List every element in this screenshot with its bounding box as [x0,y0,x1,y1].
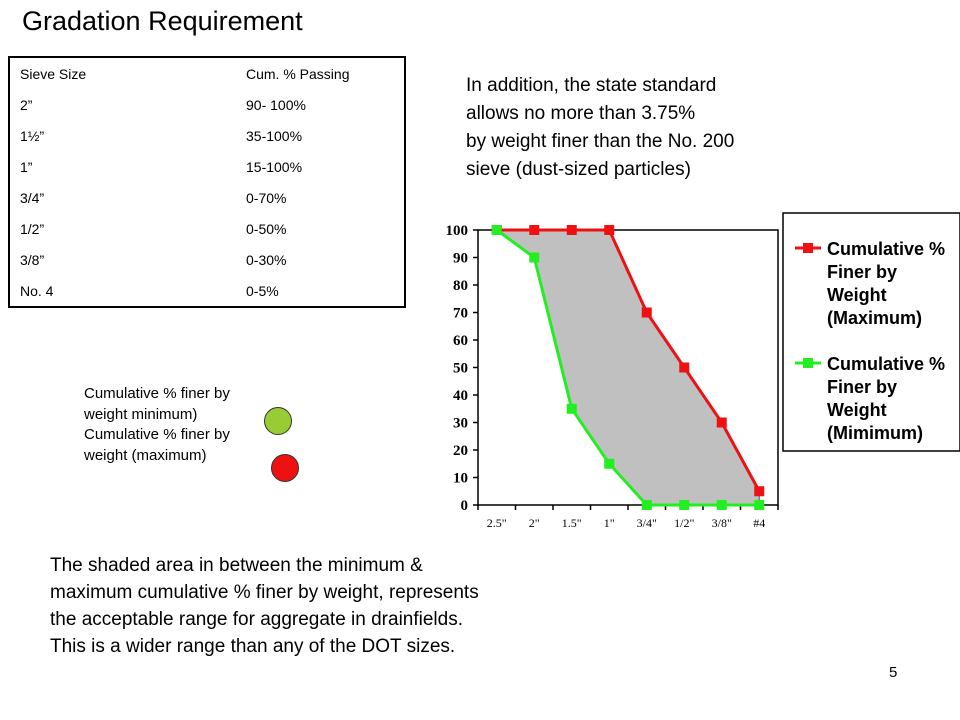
maximum-data-point [529,225,540,235]
cum-passing-cell: Cum. % Passing [246,65,350,82]
legend-minimum-label: Weight [827,400,887,420]
minimum-data-point [641,500,652,510]
sieve-size-cell: 1½” [20,127,45,144]
sieve-size-cell: No. 4 [20,282,54,299]
maximum-data-point [754,486,765,497]
cum-passing-cell: 0-50% [246,220,287,237]
explanation-text: The shaded area in between the minimum &… [50,552,630,660]
y-tick-label: 0 [461,498,469,514]
sieve-size-cell: 2” [20,96,33,113]
minimum-data-point [679,500,690,510]
page-title: Gradation Requirement [22,6,303,36]
legend-maximum-swatch-marker [803,243,813,253]
color-key-line: weight (maximum) [84,446,207,464]
color-key-line: Cumulative % finer by [84,426,230,443]
y-tick-label: 50 [453,361,468,377]
x-tick-label: 1.5" [562,516,582,530]
cum-passing-cell: 0-5% [246,282,279,299]
sieve-size-cell: 3/4” [20,189,45,206]
table-row: No. 4 0-5% [9,275,405,307]
note-line: allows no more than 3.75% [466,103,696,124]
color-key-line: Cumulative % finer by [84,385,230,402]
note-line: In addition, the state standard [466,75,717,96]
note-line: sieve (dust-sized particles) [466,159,691,180]
minimum-data-point [566,403,577,414]
table-row: 1/2” 0-50% [9,213,405,244]
minimum-data-point [716,500,727,510]
table-row: 3/8” 0-30% [9,244,405,275]
maximum-data-point [641,307,652,318]
sieve-size-cell: Sieve Size [20,65,87,82]
sieve-size-cell: 1” [20,158,33,175]
minimum-data-point [529,252,540,263]
y-tick-label: 20 [453,443,468,459]
color-key: Cumulative % finer by weight minimum) Cu… [84,384,314,466]
x-tick-label: 1/2" [674,516,694,530]
y-tick-label: 40 [453,388,468,404]
maximum-data-point [604,225,615,235]
sieve-size-cell: 3/8” [20,251,45,268]
x-tick-label: 2.5" [487,516,507,530]
color-key-line: weight minimum) [84,405,198,423]
legend-maximum-label: (Maximum) [827,308,922,328]
minimum-data-point [754,500,765,510]
page-number: 5 [889,664,898,681]
cum-passing-cell: 90- 100% [246,96,306,113]
y-tick-label: 10 [453,471,468,487]
sieve-size-cell: 1/2” [20,220,45,237]
cum-passing-cell: 0-30% [246,251,287,268]
table-row: 3/4” 0-70% [9,182,405,213]
legend-minimum-label: Cumulative % [827,354,945,374]
maximum-data-point [716,417,727,428]
minimum-color-dot [264,407,292,435]
table-header-row: Sieve Size Cum. % Passing [9,57,405,89]
x-tick-label: #4 [753,516,765,530]
table-row: 1” 15-100% [9,151,405,182]
explanation-line: The shaded area in between the minimum & [50,555,423,576]
minimum-series-line [495,228,760,507]
legend-minimum-label: (Mimimum) [827,423,923,443]
cum-passing-cell: 35-100% [246,127,303,144]
x-tick-label: 3/4" [637,516,657,530]
explanation-line: maximum cumulative % finer by weight, re… [50,582,479,603]
explanation-line: the acceptable range for aggregate in dr… [50,609,463,630]
legend-maximum-label: Weight [827,285,887,305]
x-tick-label: 1" [604,516,615,530]
legend-minimum-swatch-marker [803,358,813,368]
cum-passing-cell: 0-70% [246,189,287,206]
legend-maximum-label: Finer by [827,262,897,282]
x-tick-label: 3/8" [712,516,732,530]
state-standard-note: In addition, the state standard allows n… [466,72,826,184]
table-row: 1½” 35-100% [9,120,405,151]
maximum-color-dot [271,454,299,482]
y-tick-label: 30 [453,416,468,432]
y-tick-label: 70 [453,306,468,322]
maximum-data-point [679,362,690,373]
y-tick-label: 90 [453,251,468,267]
y-tick-label: 100 [446,223,469,239]
explanation-line: This is a wider range than any of the DO… [50,636,456,657]
note-line: by weight finer than the No. 200 [466,131,735,152]
maximum-series-line [496,228,761,492]
x-tick-label: 2" [529,516,540,530]
minimum-data-point [491,225,502,235]
legend-maximum-label: Cumulative % [827,239,945,259]
table-row: 2” 90- 100% [9,89,405,120]
gradation-table: Sieve Size Cum. % Passing 2” 90- 100% 1½” 35-… [8,56,406,308]
minimum-data-point [604,458,615,469]
y-tick-label: 60 [453,333,468,349]
cum-passing-cell: 15-100% [246,158,303,175]
maximum-data-point [566,225,577,235]
y-tick-label: 80 [453,278,468,294]
legend-minimum-label: Finer by [827,377,897,397]
